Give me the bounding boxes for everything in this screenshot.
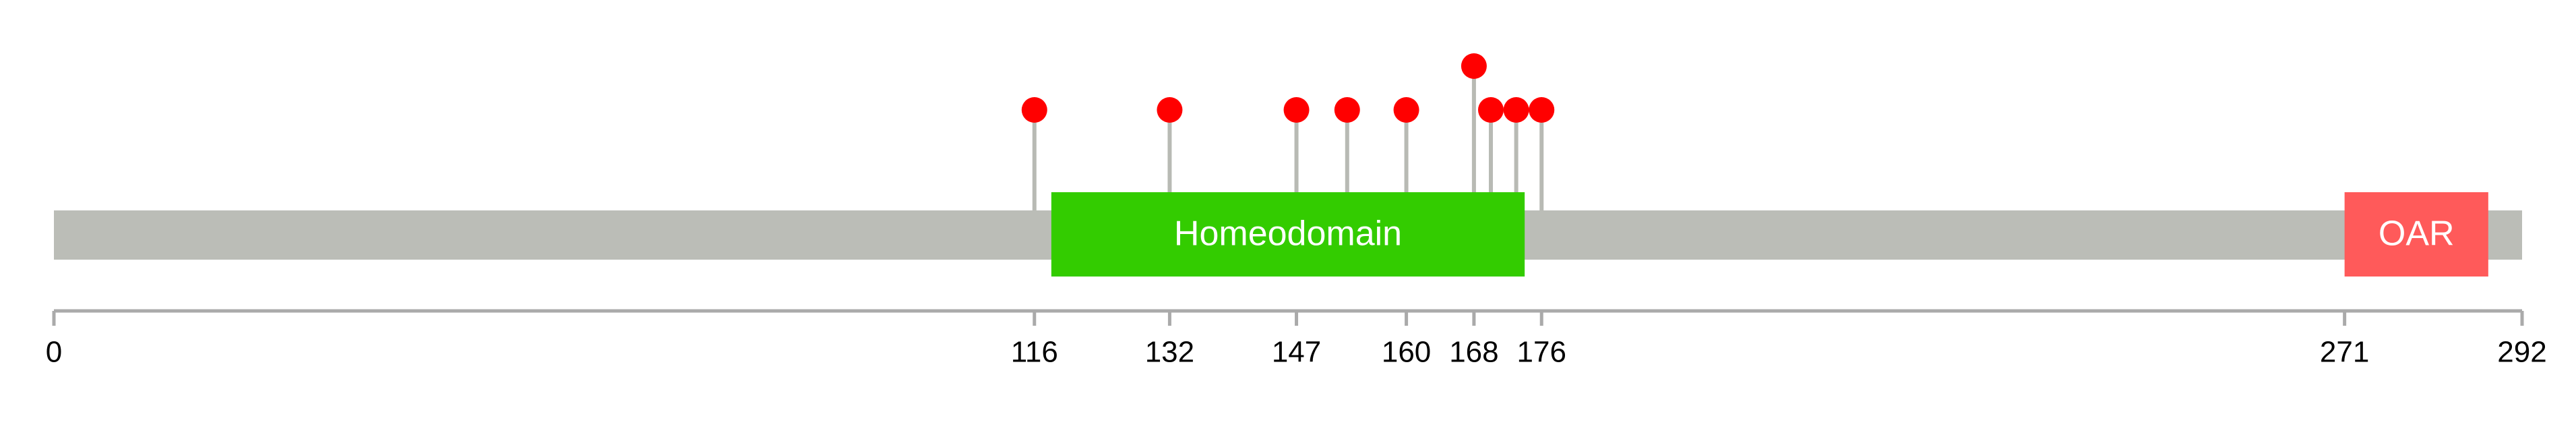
lollipop-head [1157,97,1183,123]
lollipop-head [1503,97,1529,123]
lollipop-head [1477,97,1504,123]
x-tick-label: 271 [2320,336,2369,369]
lollipop-head [1529,97,1555,123]
x-tick-label: 168 [1449,336,1498,369]
lollipop-head [1461,53,1487,79]
x-tick-label: 116 [1011,336,1058,369]
lollipop-head [1283,97,1310,123]
domain [1051,192,1525,277]
x-tick-label: 176 [1517,336,1566,369]
domain-label: OAR [2379,214,2455,254]
domain [2344,192,2488,277]
x-tick-label: 160 [1382,336,1431,369]
x-tick-label: 147 [1272,336,1321,369]
lollipop-head [1393,97,1419,123]
lollipop-head [1334,97,1360,123]
x-tick-label: 132 [1145,336,1194,369]
lollipop-head [1021,97,1047,123]
x-tick-label: 0 [46,336,62,369]
domain-label: Homeodomain [1174,214,1402,254]
x-tick-label: 292 [2497,336,2546,369]
